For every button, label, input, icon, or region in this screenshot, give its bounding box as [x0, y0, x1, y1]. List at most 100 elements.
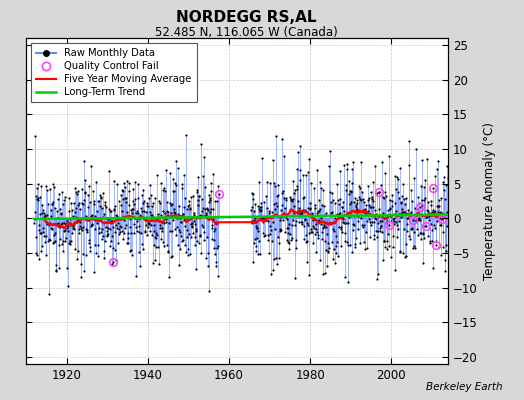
Point: [315, 206, 324, 212]
Point: [182, 226, 191, 233]
Point: [52, 266, 60, 273]
Point: [129, 206, 137, 212]
Point: [194, 174, 202, 180]
Point: [39, 225, 47, 232]
Point: [178, 185, 186, 191]
Point: [151, 257, 159, 263]
Point: [397, 214, 405, 220]
Point: [114, 216, 122, 222]
Point: [33, 196, 41, 202]
Point: [110, 206, 118, 212]
Point: [332, 232, 340, 239]
Point: [37, 183, 45, 190]
Point: [209, 171, 217, 178]
Point: [143, 200, 151, 206]
Point: [297, 219, 305, 226]
Point: [337, 204, 346, 210]
Point: [200, 154, 209, 160]
Point: [339, 218, 347, 225]
Point: [106, 218, 115, 224]
Point: [180, 204, 188, 210]
Point: [335, 201, 343, 208]
Point: [108, 218, 116, 225]
Point: [190, 210, 199, 216]
Point: [118, 228, 126, 234]
Point: [196, 250, 205, 257]
Point: [53, 208, 61, 214]
Point: [164, 209, 172, 215]
Point: [103, 232, 111, 239]
Point: [381, 188, 390, 195]
Point: [280, 152, 288, 159]
Point: [43, 187, 51, 193]
Point: [104, 215, 113, 222]
Point: [47, 207, 56, 214]
Point: [271, 226, 279, 232]
Point: [285, 246, 293, 252]
Point: [177, 232, 185, 239]
Point: [129, 186, 137, 192]
Point: [187, 234, 195, 240]
Point: [298, 221, 306, 227]
Point: [432, 166, 441, 172]
Point: [316, 179, 324, 185]
Point: [366, 218, 374, 225]
Point: [363, 245, 371, 252]
Point: [363, 208, 372, 214]
Point: [39, 229, 48, 236]
Point: [365, 216, 373, 222]
Point: [93, 253, 102, 259]
Point: [281, 214, 290, 220]
Point: [419, 229, 427, 236]
Point: [391, 173, 399, 179]
Point: [357, 215, 365, 222]
Point: [376, 225, 384, 231]
Point: [426, 212, 434, 218]
Point: [108, 244, 117, 251]
Point: [170, 209, 178, 216]
Point: [128, 198, 137, 204]
Point: [34, 181, 42, 188]
Point: [405, 232, 413, 239]
Point: [188, 222, 196, 229]
Point: [413, 206, 421, 212]
Point: [161, 210, 169, 216]
Point: [319, 224, 327, 231]
Point: [350, 213, 358, 219]
Point: [82, 213, 90, 220]
Point: [100, 255, 108, 262]
Point: [201, 212, 210, 219]
Point: [95, 230, 103, 236]
Point: [155, 218, 163, 224]
Point: [346, 200, 355, 207]
Point: [99, 214, 107, 220]
Point: [424, 210, 433, 216]
Point: [335, 168, 344, 174]
Point: [386, 197, 394, 204]
Point: [206, 180, 215, 186]
Point: [286, 194, 294, 201]
Point: [268, 157, 277, 163]
Point: [140, 216, 148, 222]
Point: [160, 184, 168, 191]
Point: [391, 199, 399, 206]
Point: [360, 199, 368, 205]
Point: [283, 224, 292, 231]
Point: [166, 227, 174, 234]
Point: [361, 206, 369, 212]
Point: [401, 208, 409, 215]
Point: [171, 209, 179, 216]
Point: [373, 276, 381, 282]
Point: [175, 203, 183, 209]
Point: [165, 220, 173, 226]
Point: [134, 210, 143, 216]
Point: [321, 270, 329, 276]
Point: [114, 240, 122, 246]
Point: [177, 219, 185, 225]
Point: [415, 215, 423, 222]
Point: [181, 218, 190, 225]
Point: [202, 205, 211, 211]
Point: [366, 204, 375, 210]
Point: [438, 209, 446, 216]
Point: [342, 182, 350, 188]
